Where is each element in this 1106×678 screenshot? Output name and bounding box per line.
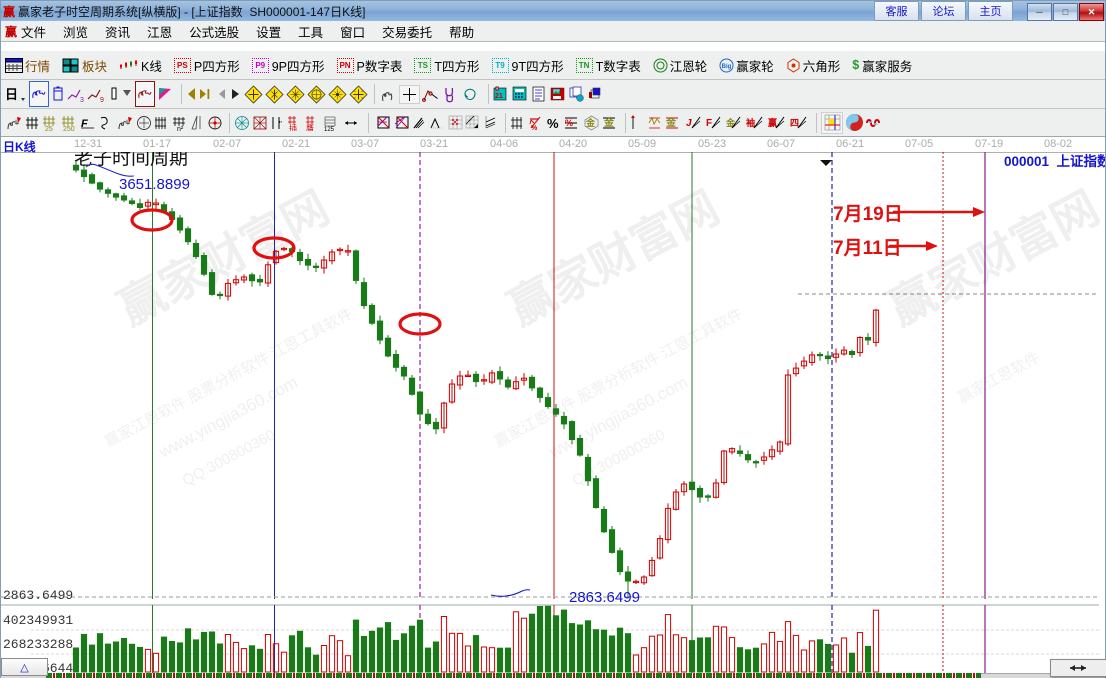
svg-text:250: 250 [63,126,75,131]
svg-text:125: 125 [324,127,335,131]
svg-text:%: % [565,118,573,128]
svg-text:袖: 袖 [746,117,755,128]
svg-text:2863.6499: 2863.6499 [569,589,640,606]
svg-text:3: 3 [80,97,84,102]
svg-text:金: 金 [665,116,677,129]
svg-text:赢家财富网: 赢家财富网 [880,181,1105,335]
svg-text:贋: 贋 [306,124,314,131]
svg-text:Big: Big [722,64,732,70]
svg-text:9: 9 [100,97,104,102]
svg-text:%: % [531,125,538,131]
svg-text:金: 金 [726,117,736,128]
svg-text:000001 上证指数: 000001 上证指数 [1004,153,1105,169]
svg-text:n²: n² [177,126,184,131]
svg-text:402349931: 402349931 [3,613,73,628]
svg-text:四: 四 [790,118,799,128]
svg-text:插: 插 [289,123,297,131]
svg-text:268233288: 268233288 [3,637,73,652]
svg-text:": " [279,120,282,129]
svg-text:金: 金 [603,116,615,129]
svg-text:赢家江恩软件: 赢家江恩软件 [955,349,1042,406]
svg-text:7月11日: 7月11日 [833,238,902,259]
svg-text:3651.8899: 3651.8899 [119,176,190,193]
svg-text:J: J [686,118,692,129]
svg-text:日: 日 [5,87,18,102]
svg-text:7月19日: 7月19日 [833,204,903,225]
svg-text:赢家财富网: 赢家财富网 [500,181,727,335]
svg-text:%: % [547,116,559,131]
svg-text:25: 25 [45,126,53,131]
svg-text:21: 21 [495,93,503,100]
svg-text:F: F [706,118,712,129]
svg-text:赢家财富网: 赢家财富网 [110,181,337,335]
svg-text:赢: 赢 [768,117,777,128]
svg-text:老子时间周期: 老子时间周期 [74,152,188,169]
svg-text:2863.6499: 2863.6499 [3,588,73,603]
svg-text:金: 金 [585,117,596,128]
